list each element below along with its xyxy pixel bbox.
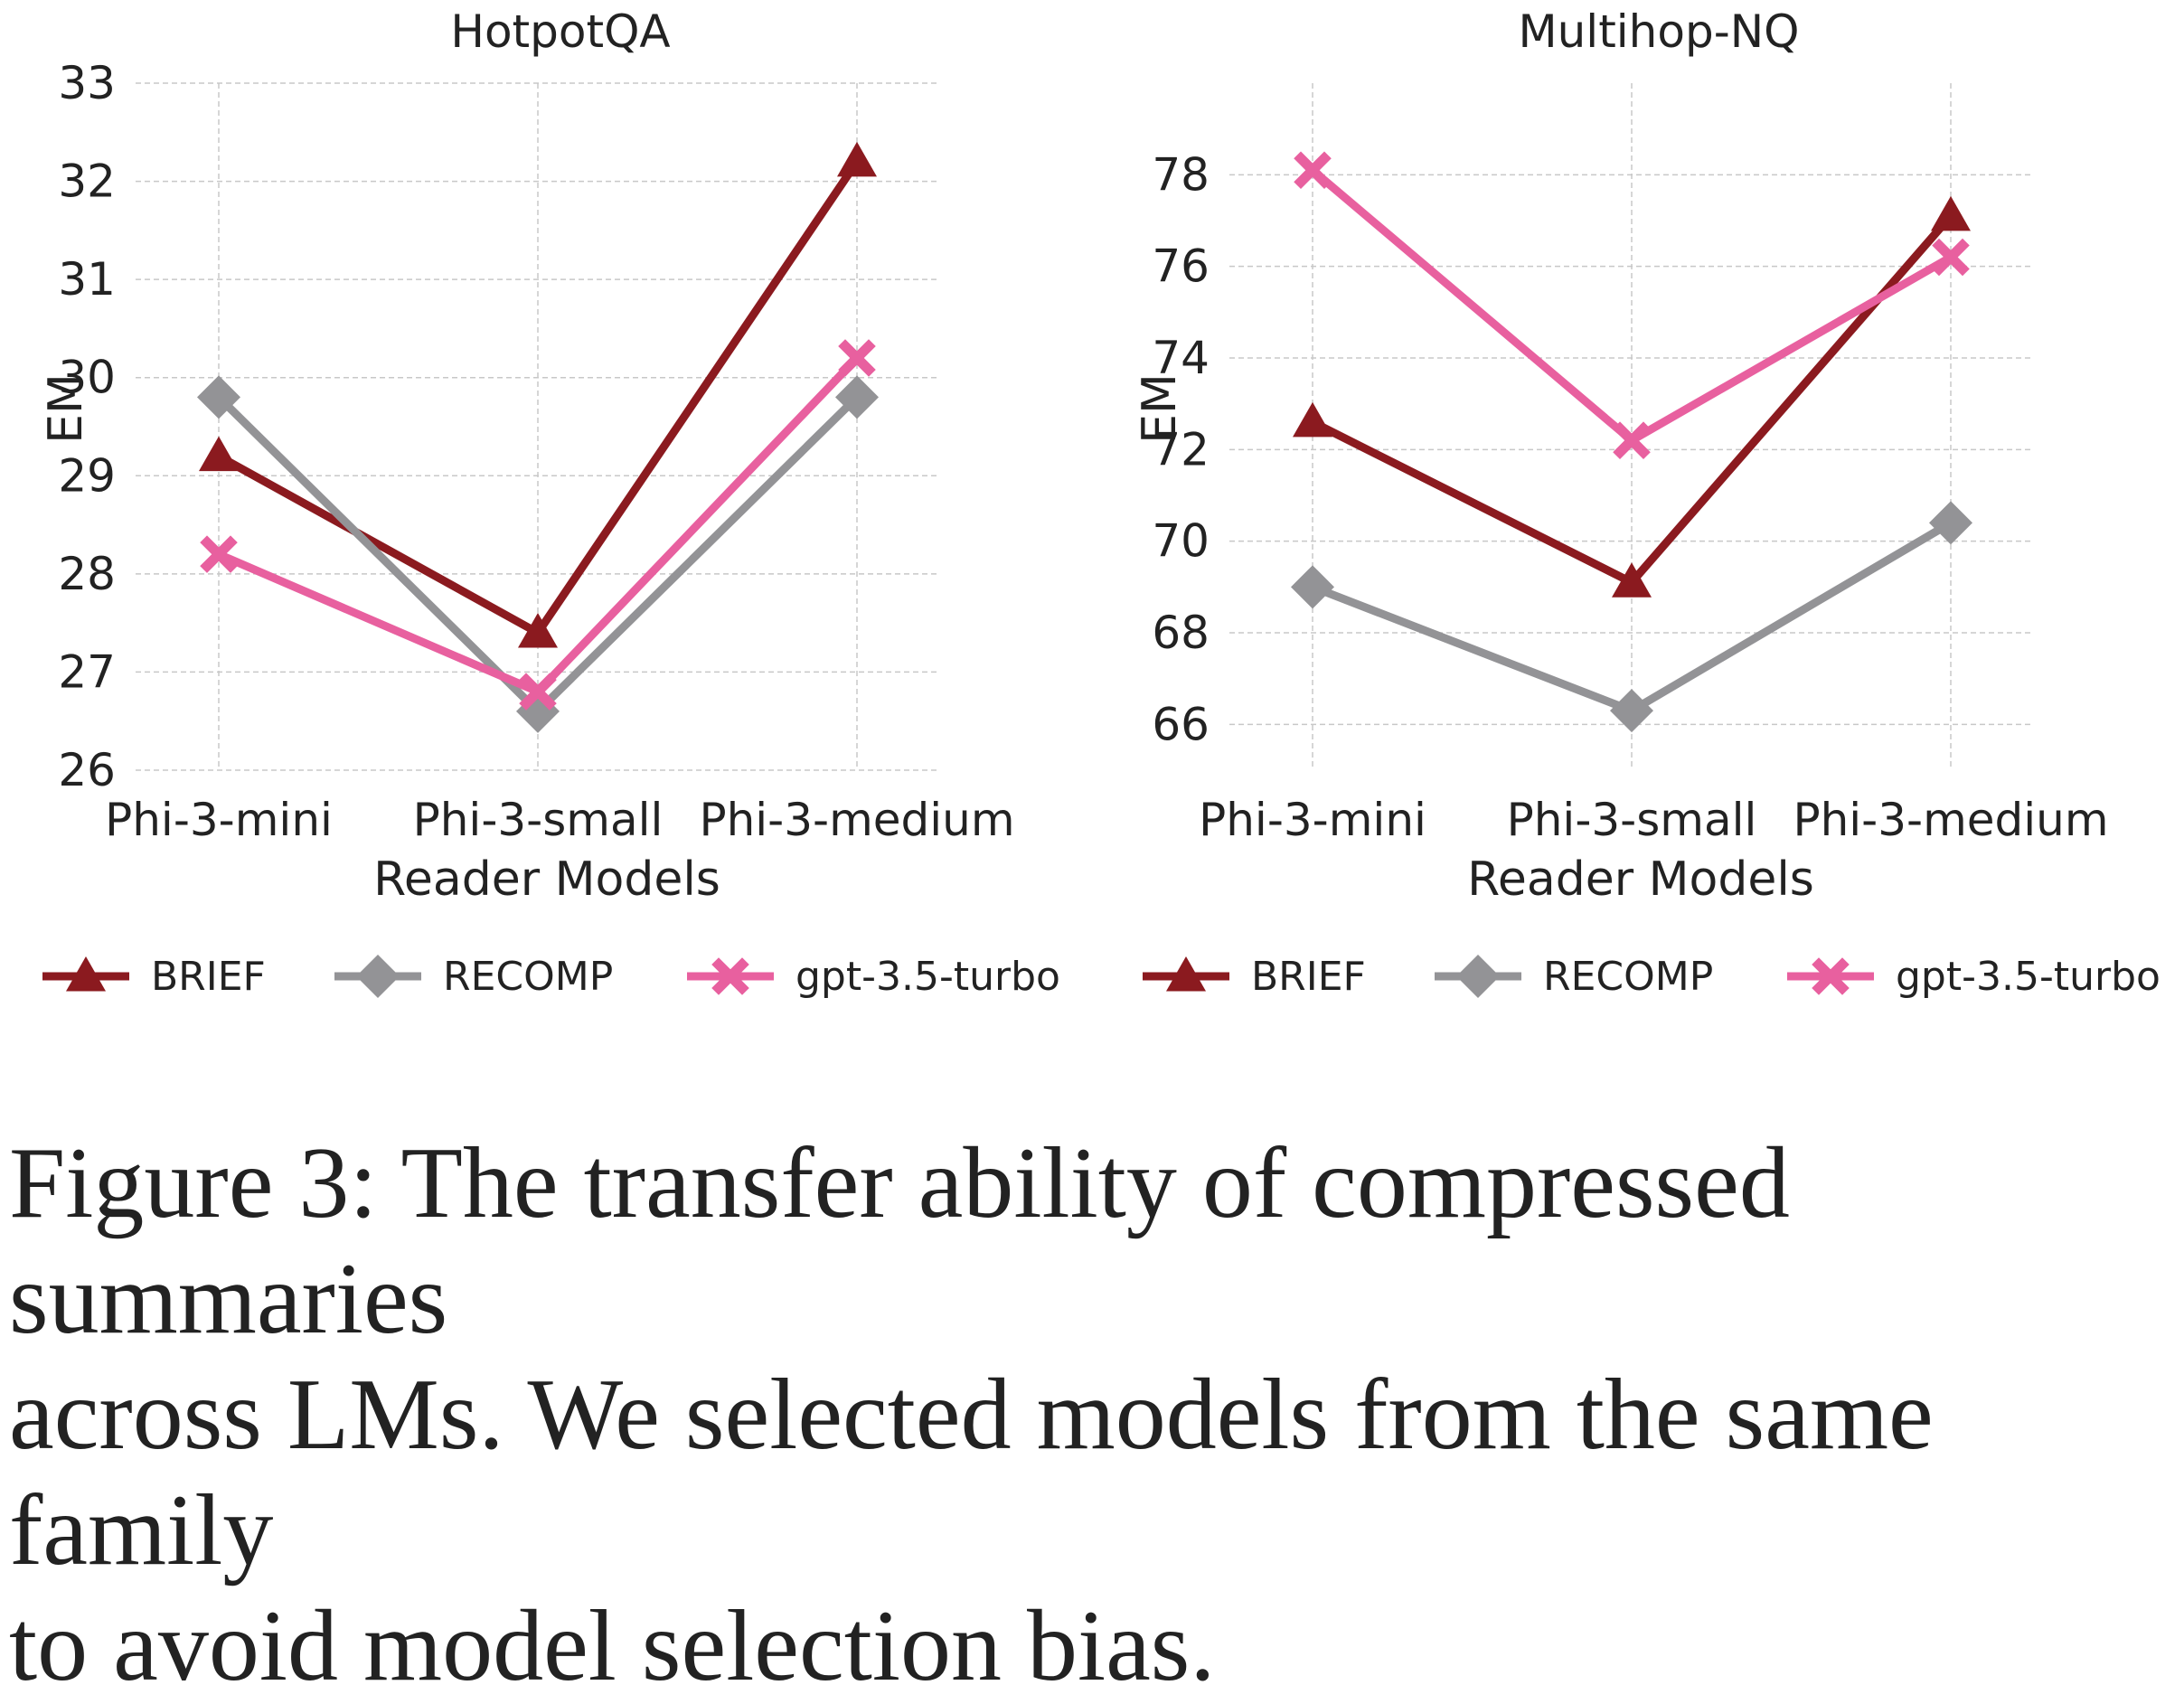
legend: BRIEF RECOMP gpt-3.5-turbo BRIEF RECOMP gpt-3…: [0, 940, 2184, 1012]
x-tick-label: Phi-3-mini: [1199, 794, 1426, 846]
y-tick-label: 70: [1152, 515, 1210, 568]
data-point-brief-1: [518, 613, 558, 648]
legend-swatch-recomp: [1435, 955, 1521, 998]
caption-line-3: to avoid model selection bias.: [9, 1590, 1216, 1702]
legend-marker-diamond: [1456, 955, 1500, 998]
y-axis-title: EM: [39, 373, 93, 444]
y-tick-label: 29: [58, 449, 116, 502]
data-point-brief-0: [199, 436, 239, 472]
legend-item-gpt-3-5-turbo: gpt-3.5-turbo: [1785, 940, 2160, 1012]
data-point-gpt-3-5-turbo-1: [1613, 421, 1651, 459]
y-tick-label: 26: [58, 744, 116, 796]
data-point-recomp-1: [1610, 689, 1653, 733]
legend-marker-x: [1812, 957, 1850, 995]
legend-item-brief: BRIEF: [1141, 940, 1366, 1012]
legend-marker-x: [711, 957, 749, 995]
y-tick-label: 31: [58, 253, 116, 306]
x-tick-label: Phi-3-medium: [699, 794, 1014, 846]
caption-line-1: Figure 3: The transfer ability of compre…: [9, 1127, 1790, 1355]
y-tick-label: 33: [58, 57, 116, 109]
data-point-gpt-3-5-turbo-0-stroke-b: [1294, 151, 1332, 190]
legend-marker-x-stroke-b: [711, 957, 749, 995]
y-tick-label: 76: [1152, 240, 1210, 293]
x-axis-title: Reader Models: [1467, 852, 1814, 907]
data-point-gpt-3-5-turbo-2-stroke-b: [838, 339, 876, 377]
data-point-brief-2: [837, 141, 877, 177]
legend-item-recomp: RECOMP: [333, 940, 613, 1012]
legend-swatch-gpt-3-5-turbo: [687, 957, 774, 995]
legend-label: BRIEF: [151, 953, 266, 1000]
caption-line-2: across LMs. We selected models from the …: [9, 1359, 1934, 1586]
x-tick-label: Phi-3-small: [1507, 794, 1757, 846]
legend-item-recomp: RECOMP: [1433, 940, 1713, 1012]
legend-item-gpt-3-5-turbo: gpt-3.5-turbo: [685, 940, 1060, 1012]
data-point-brief-0: [1293, 401, 1332, 438]
data-point-gpt-3-5-turbo-0: [200, 535, 238, 573]
legend-marker-x-stroke-b: [1812, 957, 1850, 995]
legend-label: gpt-3.5-turbo: [795, 953, 1060, 1000]
charts-canvas: 26 27 28 29 30 31 32 33 Phi-3-mini Phi-3-small Phi…: [39, 5, 2109, 907]
data-point-brief-1: [1612, 562, 1652, 598]
data-point-gpt-3-5-turbo-0: [1294, 151, 1332, 190]
data-point-brief-2: [1931, 195, 1971, 231]
y-tick-label: 28: [58, 548, 116, 600]
legend-marker-triangle: [66, 956, 106, 992]
data-point-gpt-3-5-turbo-2: [1932, 238, 1970, 277]
x-tick-label: Phi-3-small: [413, 794, 664, 846]
legend-label: RECOMP: [443, 953, 614, 1000]
y-tick-label: 68: [1152, 607, 1210, 659]
legend-marker-diamond: [356, 955, 400, 998]
data-point-gpt-3-5-turbo-2: [838, 339, 876, 377]
legend-swatch-recomp: [334, 955, 421, 998]
chart-panel-multihop-nq: 66 68 70 72 74 76 78 Phi-3-mini Phi-3-small Phi-3…: [1133, 5, 2109, 907]
figure-caption: Figure 3: The transfer ability of compre…: [9, 1125, 2179, 1704]
data-point-gpt-3-5-turbo-0-stroke-b: [200, 535, 238, 573]
legend-marker-triangle: [1166, 956, 1206, 992]
data-point-gpt-3-5-turbo-2-stroke-b: [1932, 238, 1970, 277]
legend-item-brief: BRIEF: [41, 940, 266, 1012]
x-tick-label: Phi-3-medium: [1793, 794, 2108, 846]
y-tick-label: 27: [58, 645, 116, 698]
y-tick-label: 66: [1152, 698, 1210, 750]
data-point-gpt-3-5-turbo-1-stroke-b: [519, 673, 557, 711]
legend-swatch-brief: [1143, 956, 1229, 992]
figure: 26 27 28 29 30 31 32 33 Phi-3-mini Phi-3-small Phi…: [0, 5, 2184, 1012]
legend-label: BRIEF: [1251, 953, 1366, 1000]
y-tick-label: 32: [58, 155, 116, 208]
x-tick-label: Phi-3-mini: [105, 794, 333, 846]
legend-label: gpt-3.5-turbo: [1896, 953, 2160, 1000]
legend-label: RECOMP: [1543, 953, 1714, 1000]
data-point-recomp-0: [197, 375, 240, 419]
y-tick-label: 72: [1152, 423, 1210, 475]
legend-swatch-brief: [42, 956, 129, 992]
data-point-gpt-3-5-turbo-1-stroke-b: [1613, 421, 1651, 459]
y-tick-label: 30: [58, 352, 116, 404]
x-axis-title: Reader Models: [373, 852, 720, 907]
data-point-recomp-2: [835, 375, 879, 419]
y-axis-title: EM: [1133, 373, 1187, 444]
legend-swatch-gpt-3-5-turbo: [1787, 957, 1874, 995]
data-point-recomp-0: [1291, 565, 1334, 609]
y-tick-label: 74: [1152, 332, 1210, 384]
data-point-gpt-3-5-turbo-1: [519, 673, 557, 711]
chart-panel-hotpotqa: 26 27 28 29 30 31 32 33 Phi-3-mini Phi-3-small Phi…: [39, 5, 1015, 907]
y-tick-label: 78: [1152, 148, 1210, 201]
chart-title: Multihop-NQ: [1518, 5, 1799, 58]
data-point-recomp-2: [1929, 501, 1972, 545]
chart-title: HotpotQA: [450, 5, 670, 58]
